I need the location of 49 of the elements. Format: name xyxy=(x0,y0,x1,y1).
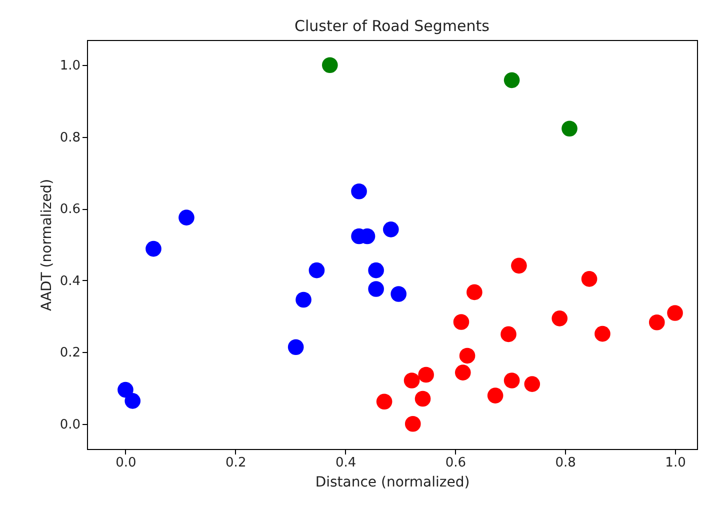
point xyxy=(414,390,431,407)
y-tick-label: 0.2 xyxy=(60,346,80,361)
point xyxy=(487,388,504,404)
point xyxy=(667,305,683,321)
point xyxy=(504,372,520,388)
point xyxy=(459,348,476,364)
y-tick-label: 0.8 xyxy=(60,130,80,146)
point xyxy=(648,314,665,330)
point xyxy=(594,326,610,342)
x-tick-label: 0.4 xyxy=(335,456,356,470)
point xyxy=(418,366,434,383)
point xyxy=(511,258,527,274)
x-tick-label: 0.2 xyxy=(226,456,246,470)
x-tick-label: 1.0 xyxy=(665,456,686,470)
point xyxy=(368,281,384,297)
y-tick-label: 0.4 xyxy=(60,274,80,289)
point xyxy=(382,222,399,238)
point xyxy=(562,120,578,137)
point xyxy=(288,339,304,355)
point xyxy=(308,262,325,278)
point xyxy=(368,262,384,278)
chart-title: Cluster of Road Segments xyxy=(294,17,490,35)
x-axis-title: Distance (normalized) xyxy=(315,474,470,490)
point xyxy=(454,364,471,380)
point xyxy=(466,284,482,300)
y-tick-label: 1.0 xyxy=(60,58,80,74)
x-tick-label: 0.8 xyxy=(555,456,576,470)
point xyxy=(390,286,406,302)
point xyxy=(296,292,312,308)
point xyxy=(453,314,470,330)
point xyxy=(118,382,134,398)
y-tick-label: 0.6 xyxy=(60,202,80,218)
point xyxy=(322,57,338,74)
point xyxy=(404,372,420,388)
point xyxy=(178,210,194,226)
point xyxy=(504,72,520,88)
point xyxy=(581,271,598,287)
x-tick-label: 0.0 xyxy=(116,456,136,470)
y-tick-label: 0.0 xyxy=(60,417,80,432)
point xyxy=(124,393,141,409)
point xyxy=(552,310,568,326)
point xyxy=(500,326,516,342)
x-tick-label: 0.6 xyxy=(445,456,466,470)
point xyxy=(146,240,162,257)
point xyxy=(351,184,367,200)
point xyxy=(376,394,392,410)
point xyxy=(524,376,540,392)
point xyxy=(404,416,421,432)
y-axis-title: AADT (normalized) xyxy=(38,178,55,312)
